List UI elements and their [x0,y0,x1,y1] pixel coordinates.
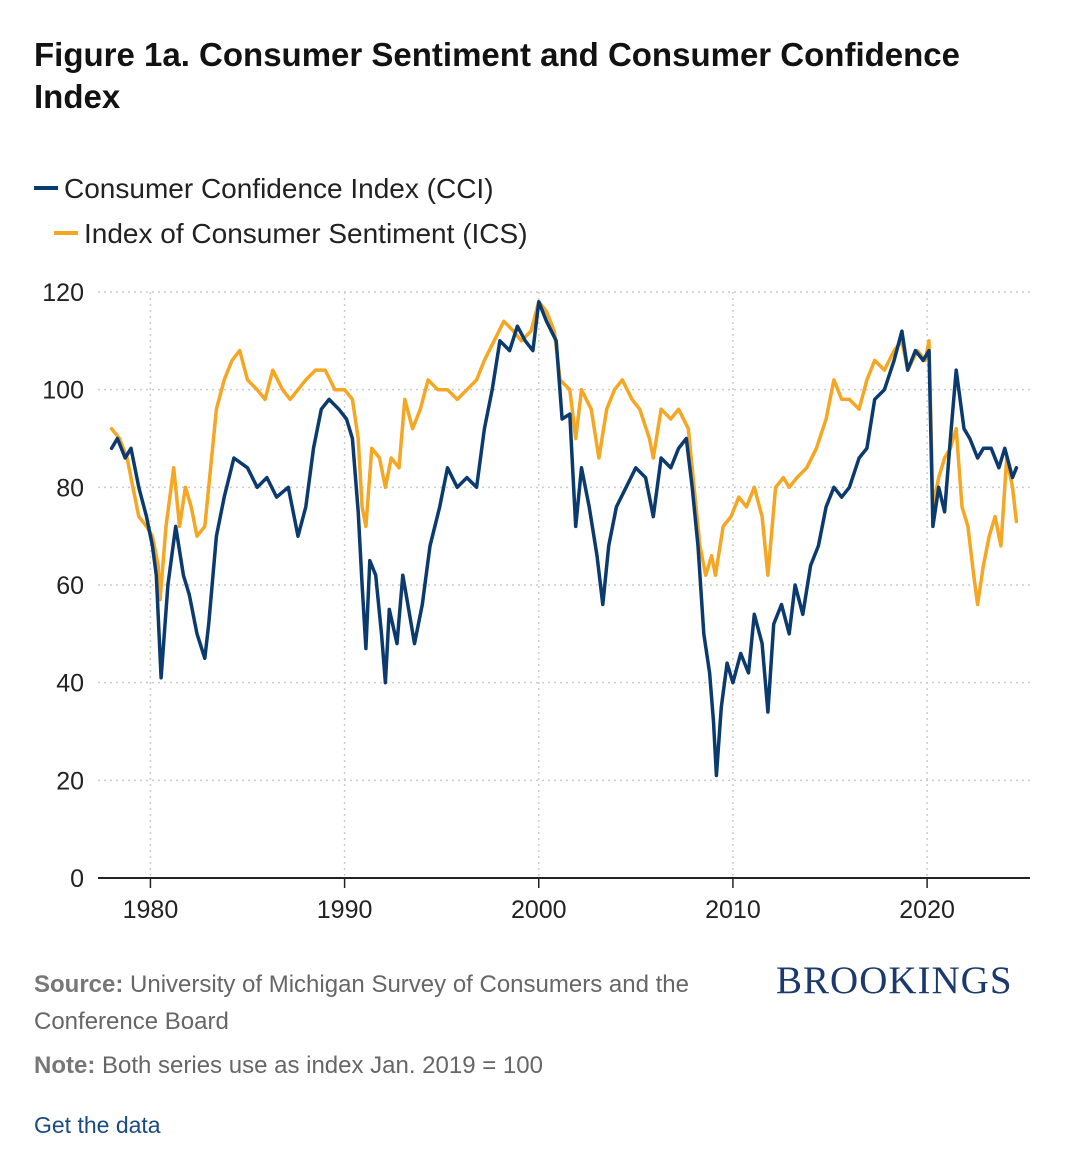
note-label: Note: [34,1052,96,1079]
x-tick-label: 2000 [511,896,567,924]
note: Note: Both series use as index Jan. 2019… [34,1047,794,1084]
note-text: Both series use as index Jan. 2019 = 100 [102,1052,543,1079]
legend-swatch-ics [54,230,78,235]
chart-title: Figure 1a. Consumer Sentiment and Consum… [34,36,960,115]
x-tick-label: 2020 [899,896,955,924]
y-tick-label: 20 [56,767,84,795]
legend-label-ics: Index of Consumer Sentiment (ICS) [84,218,528,249]
x-tick-label: 1980 [123,896,179,924]
get-the-data-link[interactable]: Get the data [34,1112,161,1138]
source-note: Source: University of Michigan Survey of… [34,966,724,1040]
series-line-cci [109,300,1019,778]
legend-label-cci: Consumer Confidence Index (CCI) [64,173,494,204]
legend-item-cci: Consumer Confidence Index (CCI) [34,173,494,204]
chart-legend: Consumer Confidence Index (CCI) Index of… [34,166,934,256]
legend-swatch-cci [34,185,58,190]
source-label: Source: [34,971,124,998]
y-tick-label: 80 [56,474,84,502]
series-lines [109,300,1019,778]
y-tick-label: 60 [56,572,84,600]
legend-item-ics: Index of Consumer Sentiment (ICS) [34,218,528,249]
axes: 0 20 40 60 80 100 120 1980 1990 2000 2010 2020 [42,279,1030,924]
y-tick-label: 100 [42,377,84,405]
y-tick-label: 0 [70,865,84,893]
gridlines [98,291,1030,878]
y-tick-label: 120 [42,279,84,307]
source-text: University of Michigan Survey of Consume… [34,971,689,1035]
series-line-ics [109,300,1019,607]
brookings-logo: BROOKINGS [776,959,1013,1002]
y-tick-label: 40 [56,670,84,698]
x-tick-label: 1990 [317,896,373,924]
x-tick-label: 2010 [705,896,761,924]
line-chart: 0 20 40 60 80 100 120 1980 1990 2000 2010 2020 [42,279,1030,924]
